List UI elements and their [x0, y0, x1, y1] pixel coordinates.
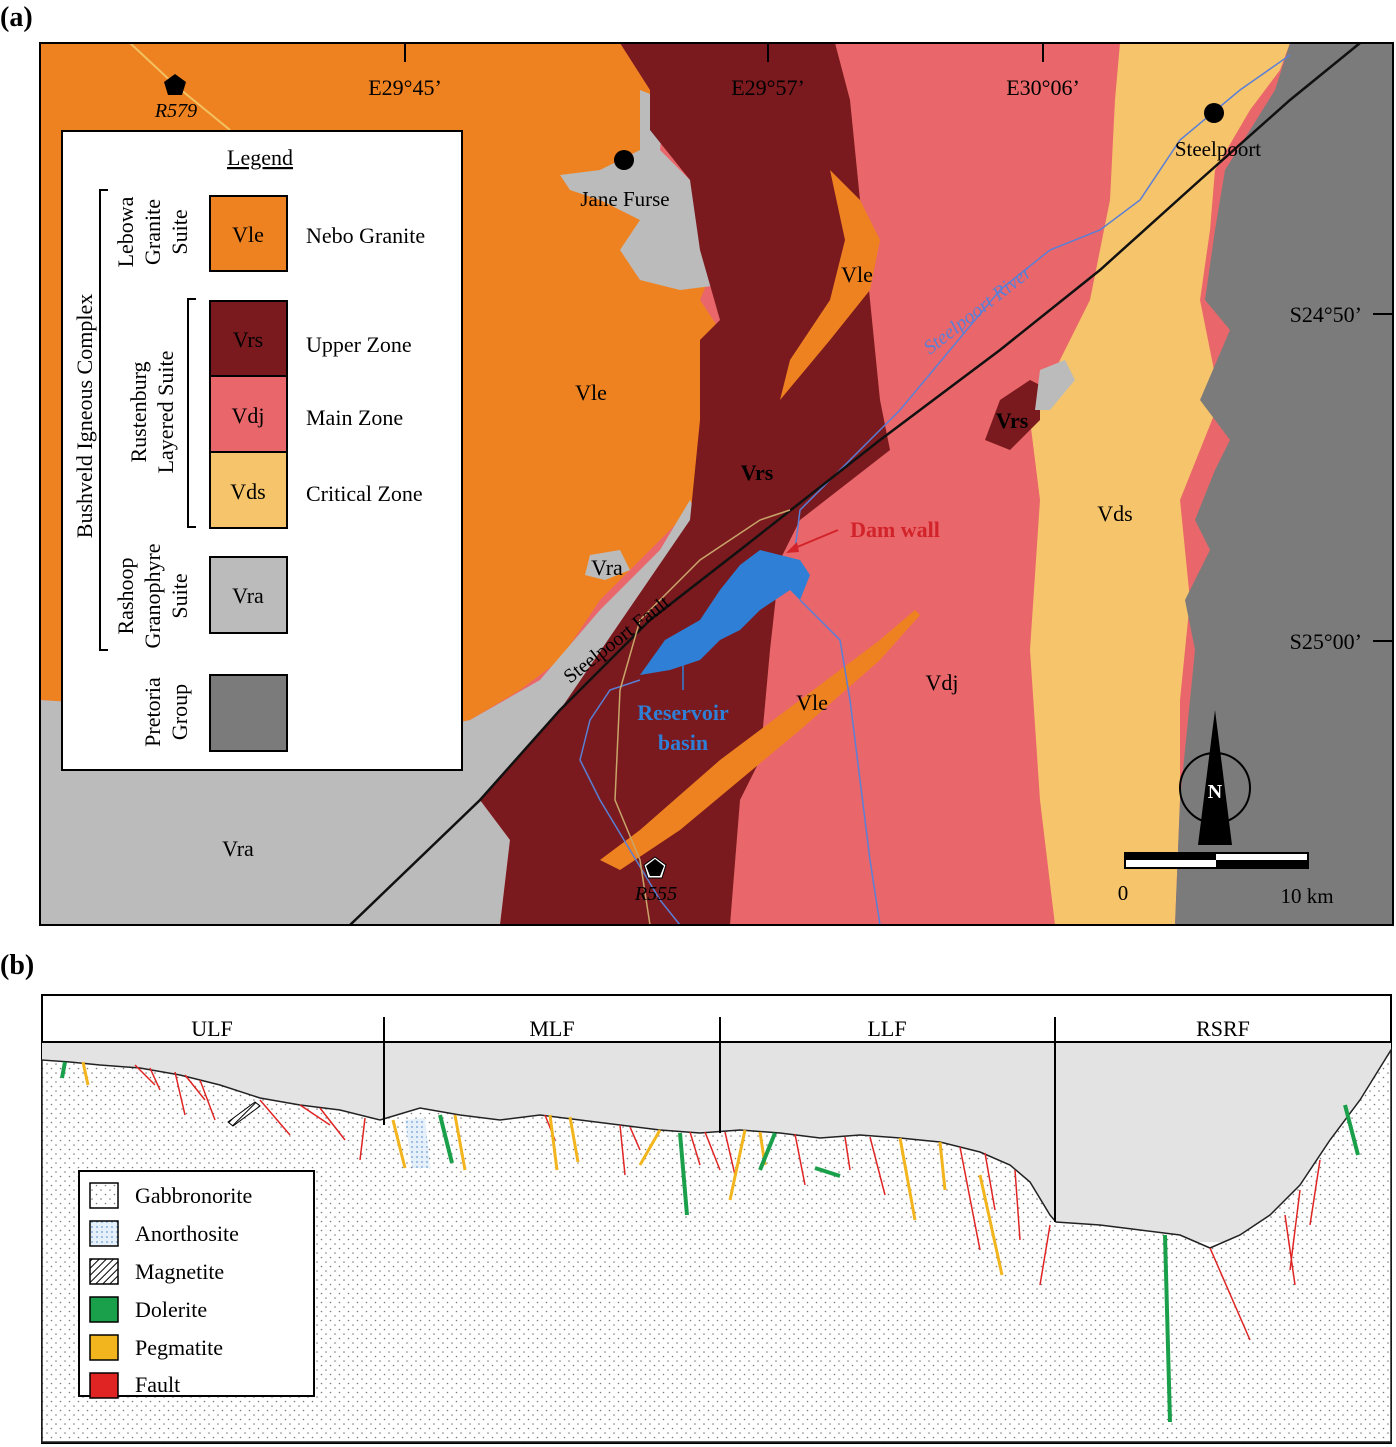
legend-code: Vle	[232, 222, 264, 247]
legend-suite-label: Granophyre	[140, 543, 165, 648]
legend-suite-label: Suite	[167, 209, 192, 254]
legend-swatch-vra	[209, 556, 288, 634]
legend-super-group: Bushveld Igneous Complex	[72, 294, 97, 538]
magnetite-layer	[227, 1101, 261, 1127]
north-label: N	[1208, 781, 1223, 803]
legend-swatch-vrs	[209, 300, 288, 377]
dolerite-dykes	[60, 1061, 1360, 1423]
legend-swatch-pegmatite	[89, 1334, 119, 1361]
legend-swatch-vds	[209, 451, 288, 529]
town-marker-steelpoort	[1204, 103, 1224, 123]
legend-swatch-fault	[89, 1372, 119, 1399]
map-legend: Legend Bushveld Igneous Complex Lebowa G…	[61, 130, 463, 771]
legend-name: Fault	[135, 1372, 180, 1397]
reservoir-basin	[640, 550, 810, 675]
legend-name: Critical Zone	[306, 481, 423, 506]
reservoir-label: Reservoir	[637, 700, 729, 725]
section-ground	[41, 1047, 1392, 1443]
road-r555	[614, 509, 791, 925]
fault-lines	[134, 1064, 1321, 1341]
legend-name: Nebo Granite	[306, 223, 425, 248]
legend-swatch-dolerite	[89, 1296, 119, 1323]
legend-suite-label: Lebowa	[113, 196, 138, 267]
legend-name: Gabbronorite	[135, 1183, 252, 1208]
unit-vle-diagonal	[600, 610, 920, 870]
legend-suite-label: Group	[167, 684, 192, 740]
unit-vds-area	[1030, 43, 1290, 925]
latitude-label: S25°00’	[1290, 629, 1362, 654]
road-label-r579: R579	[154, 100, 197, 122]
segment-label: ULF	[191, 1016, 233, 1041]
segment-label: MLF	[529, 1016, 574, 1041]
longitude-label: E30°06’	[1006, 75, 1080, 100]
unit-vrs-east	[985, 380, 1040, 450]
road-label-r555: R555	[634, 883, 677, 905]
unit-label-vra: Vra	[222, 836, 254, 861]
panel-label-a: (a)	[0, 2, 33, 33]
legend-name: Upper Zone	[306, 332, 412, 357]
legend-swatch-pretoria	[209, 674, 288, 752]
segment-label: RSRF	[1196, 1016, 1250, 1041]
unit-label-vle: Vle	[841, 262, 873, 287]
latitude-label: S24°50’	[1290, 302, 1362, 327]
unit-vra-small	[585, 550, 630, 580]
reservoir-label: basin	[658, 730, 708, 755]
legend-suite-label: Layered Suite	[153, 351, 178, 474]
legend-code: Vrs	[233, 327, 263, 352]
legend-code: Vds	[230, 479, 265, 504]
town-label-jane-furse: Jane Furse	[580, 187, 669, 211]
map-ticks	[404, 43, 1393, 642]
legend-code: Vdj	[232, 403, 265, 428]
legend-suite-label: Rashoop	[113, 558, 138, 635]
unit-vle-stripe	[780, 170, 880, 400]
legend-code: Vra	[232, 583, 264, 608]
legend-swatch-vle	[209, 195, 288, 272]
segment-label: LLF	[867, 1016, 906, 1041]
unit-label-vle: Vle	[796, 690, 828, 715]
scale-start-label: 0	[1118, 881, 1129, 905]
town-label-steelpoort: Steelpoort	[1175, 137, 1261, 161]
legend-suite-label: Rustenburg	[126, 361, 151, 462]
panel-label-b: (b)	[0, 950, 35, 981]
unit-label-vrs: Vrs	[996, 408, 1029, 433]
unit-vrs-area	[480, 43, 890, 925]
legend-suite-label: Suite	[167, 573, 192, 618]
scale-end-label: 10 km	[1280, 884, 1333, 908]
unit-vra-east	[1035, 360, 1075, 410]
legend-swatch-vdj	[209, 375, 288, 453]
anorthosite-body	[405, 1118, 430, 1168]
dam-wall-arrow	[789, 529, 839, 551]
legend-name: Anorthosite	[135, 1221, 239, 1246]
town-marker-jane-furse	[614, 150, 634, 170]
map-frame	[39, 42, 1394, 926]
legend-name: Dolerite	[135, 1297, 207, 1322]
dam-wall-label: Dam wall	[850, 517, 940, 542]
section-legend: Gabbronorite Anorthosite Magnetite Doler…	[78, 1170, 315, 1399]
legend-swatch-magnetite	[89, 1258, 119, 1285]
unit-label-vds: Vds	[1097, 501, 1132, 526]
geological-map: E29°45’ E29°57’ E30°06’ S24°50’ S25°00’ …	[39, 42, 1394, 926]
longitude-label: E29°45’	[368, 75, 442, 100]
unit-vra-area	[40, 500, 700, 925]
legend-suite-label: Pretoria	[140, 677, 165, 747]
legend-name: Main Zone	[306, 405, 403, 430]
unit-label-vle: Vle	[575, 380, 607, 405]
unit-label-vrs: Vrs	[741, 460, 774, 485]
north-arrow-icon	[1198, 710, 1232, 845]
legend-name: Pegmatite	[135, 1335, 223, 1360]
unit-pretoria-area	[1175, 43, 1393, 925]
legend-swatch-gabbronorite	[89, 1182, 119, 1209]
pegmatite-dykes	[81, 1061, 1004, 1276]
unit-label-vdj: Vdj	[926, 670, 959, 695]
unit-label-vra: Vra	[591, 555, 623, 580]
legend-name: Magnetite	[135, 1259, 224, 1284]
steelpoort-fault	[349, 43, 1361, 925]
legend-suite-label: Granite	[140, 199, 165, 265]
legend-title: Legend	[227, 145, 293, 170]
road-marker-r579	[164, 74, 186, 95]
legend-swatch-anorthosite	[89, 1220, 119, 1247]
cross-section: ULF MLF LLF RSRF	[41, 994, 1392, 1444]
longitude-label: E29°57’	[731, 75, 805, 100]
